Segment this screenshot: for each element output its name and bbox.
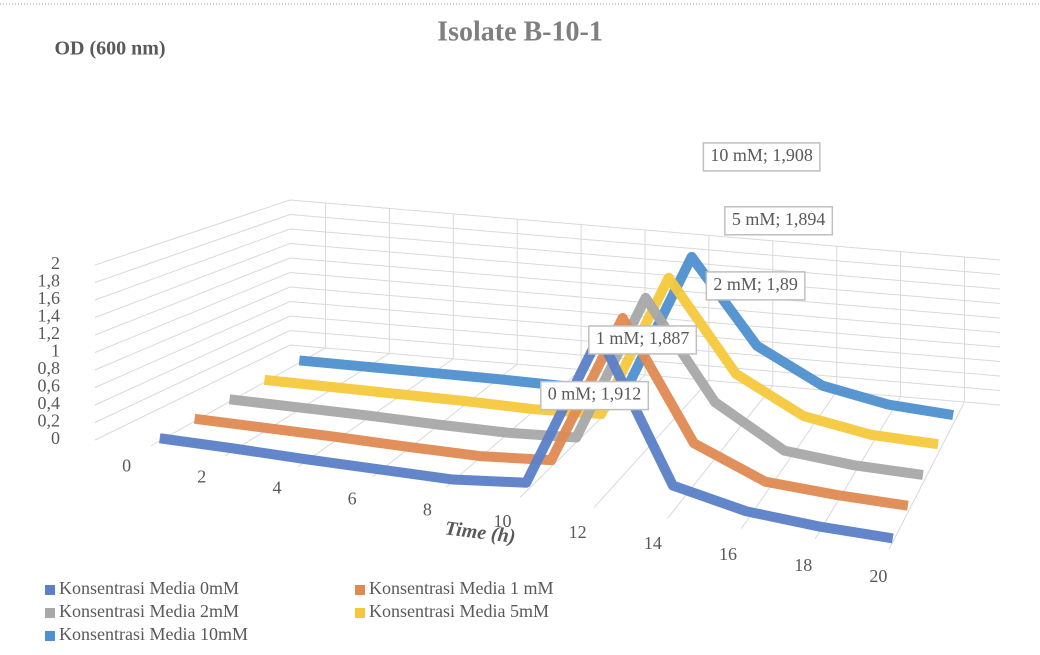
x-tick-label: 16 [719,544,737,564]
x-tick-label: 0 [122,456,131,476]
legend-swatch [45,608,55,618]
x-tick-label: 10 [494,511,512,531]
legend-label: Konsentrasi Media 2mM [59,601,239,621]
data-label: 10 mM; 1,908 [703,143,820,171]
y-axis-title: OD (600 nm) [54,38,165,60]
x-tick-label: 12 [569,522,587,542]
legend-label: Konsentrasi Media 10mM [59,624,248,644]
chart-title: Isolate B-10-1 [437,16,603,47]
grid-line [95,287,1000,370]
legend-label: Konsentrasi Media 0mM [59,578,239,598]
x-tick-label: 18 [794,555,812,575]
y-tick-label: 1,4 [38,306,61,326]
data-label: 0 mM; 1,912 [541,382,649,410]
grid-line [95,229,1000,300]
data-label-text: 2 mM; 1,89 [713,274,798,294]
x-tick-label: 8 [423,500,432,520]
y-tick-label: 1,2 [38,323,61,343]
data-label: 2 mM; 1,89 [706,272,805,300]
legend-swatch [45,631,55,641]
y-tick-label: 2 [51,253,60,273]
y-tick-label: 1 [51,341,60,361]
data-label-text: 5 mM; 1,894 [732,209,826,229]
data-label: 5 mM; 1,894 [725,207,833,235]
data-label-text: 1 mM; 1,887 [596,328,690,348]
grid-line [95,200,1000,265]
x-tick-label: 14 [644,533,662,553]
legend-swatch [45,585,55,595]
y-tick-label: 0,6 [38,376,61,396]
x-tick-label: 20 [869,566,887,586]
data-label-text: 10 mM; 1,908 [710,145,813,165]
legend-swatch [355,585,365,595]
y-tick-label: 0,2 [38,411,61,431]
x-tick-label: 2 [197,467,206,487]
chart: Isolate B-10-1 OD (600 nm) Time (h) 00,2… [0,0,1040,655]
x-tick-label: 6 [348,489,357,509]
y-tick-label: 0,4 [38,393,61,413]
y-tick-label: 1,8 [38,271,61,291]
y-tick-label: 0,8 [38,358,61,378]
legend-swatch [355,608,365,618]
y-tick-label: 0 [51,428,60,448]
legend-label: Konsentrasi Media 5mM [369,601,549,621]
grid-line [95,302,1000,388]
x-tick-label: 4 [272,478,281,498]
y-tick-label: 1,6 [38,288,61,308]
data-label-text: 0 mM; 1,912 [548,384,642,404]
legend-label: Konsentrasi Media 1 mM [369,578,553,598]
data-label: 1 mM; 1,887 [589,326,697,354]
